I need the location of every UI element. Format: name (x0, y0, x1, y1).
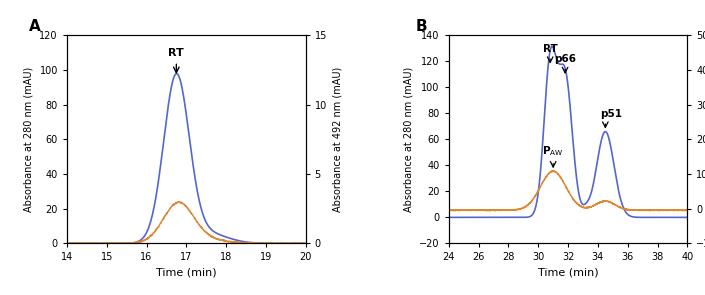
Text: p66: p66 (554, 54, 576, 64)
Text: p51: p51 (601, 109, 623, 119)
Text: A: A (29, 19, 41, 34)
Y-axis label: Absorbance at 280 nm (mAU): Absorbance at 280 nm (mAU) (24, 67, 34, 212)
X-axis label: Time (min): Time (min) (156, 268, 216, 278)
Text: B: B (415, 19, 427, 34)
Y-axis label: Absorbance at 492 nm (mAU): Absorbance at 492 nm (mAU) (333, 67, 343, 212)
Text: P$_{\mathrm{AW}}$: P$_{\mathrm{AW}}$ (542, 145, 564, 158)
Text: RT: RT (168, 48, 184, 58)
Text: RT: RT (543, 44, 558, 54)
Y-axis label: Absorbance at 280 nm (mAU): Absorbance at 280 nm (mAU) (404, 67, 414, 212)
X-axis label: Time (min): Time (min) (538, 268, 599, 278)
